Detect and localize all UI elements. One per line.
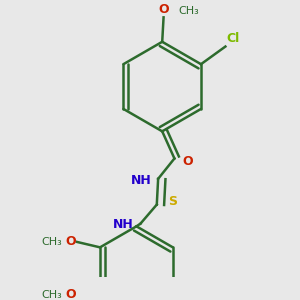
Text: Cl: Cl: [227, 32, 240, 45]
Text: NH: NH: [113, 218, 134, 232]
Text: S: S: [168, 195, 177, 208]
Text: CH₃: CH₃: [41, 237, 62, 247]
Text: O: O: [65, 236, 76, 248]
Text: O: O: [183, 155, 193, 168]
Text: CH₃: CH₃: [178, 6, 199, 16]
Text: O: O: [65, 288, 76, 300]
Text: NH: NH: [130, 174, 152, 187]
Text: O: O: [158, 3, 169, 16]
Text: CH₃: CH₃: [41, 290, 62, 300]
